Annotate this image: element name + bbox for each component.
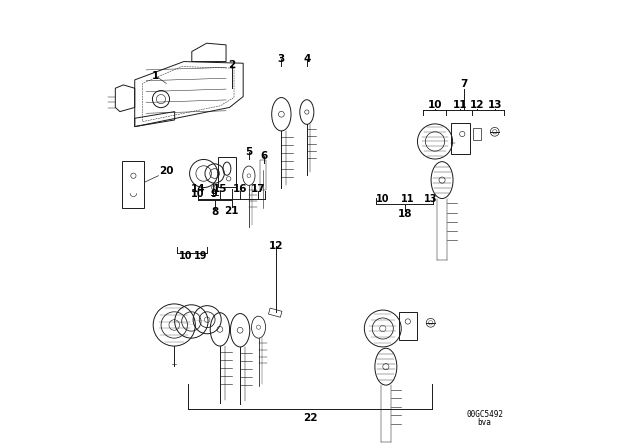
Text: 2: 2 [228,60,236,70]
Text: bva: bva [477,418,492,427]
Bar [399,312,417,340]
Text: 20: 20 [159,166,173,177]
Text: 5: 5 [245,146,253,156]
Text: 14: 14 [191,184,205,194]
Bar [451,123,470,154]
Bar [260,160,266,190]
Text: 17: 17 [250,184,265,194]
Text: 9: 9 [211,189,217,199]
Text: 12: 12 [470,100,484,111]
Text: 10: 10 [428,100,442,111]
Text: 8: 8 [211,207,219,217]
Text: 15: 15 [212,184,227,194]
Text: 13: 13 [488,100,502,111]
Bar [122,161,145,207]
Text: 11: 11 [401,194,415,203]
Text: 10: 10 [376,194,390,203]
Text: 18: 18 [397,209,412,220]
Bar [473,128,481,140]
Text: 1: 1 [152,71,159,81]
Text: 10: 10 [179,250,192,261]
Text: 11: 11 [453,100,468,111]
Text: 19: 19 [194,250,207,261]
Text: 3: 3 [278,54,285,65]
Text: 21: 21 [224,206,239,216]
Text: 00GC5492: 00GC5492 [466,410,503,419]
Text: 10: 10 [191,189,205,199]
Text: 12: 12 [269,241,284,251]
Text: 6: 6 [260,151,268,161]
Text: 22: 22 [303,413,317,423]
Bar [218,157,236,187]
Text: 16: 16 [233,184,247,194]
Text: 7: 7 [460,78,467,89]
Text: 13: 13 [424,194,437,203]
Text: 4: 4 [303,54,310,65]
